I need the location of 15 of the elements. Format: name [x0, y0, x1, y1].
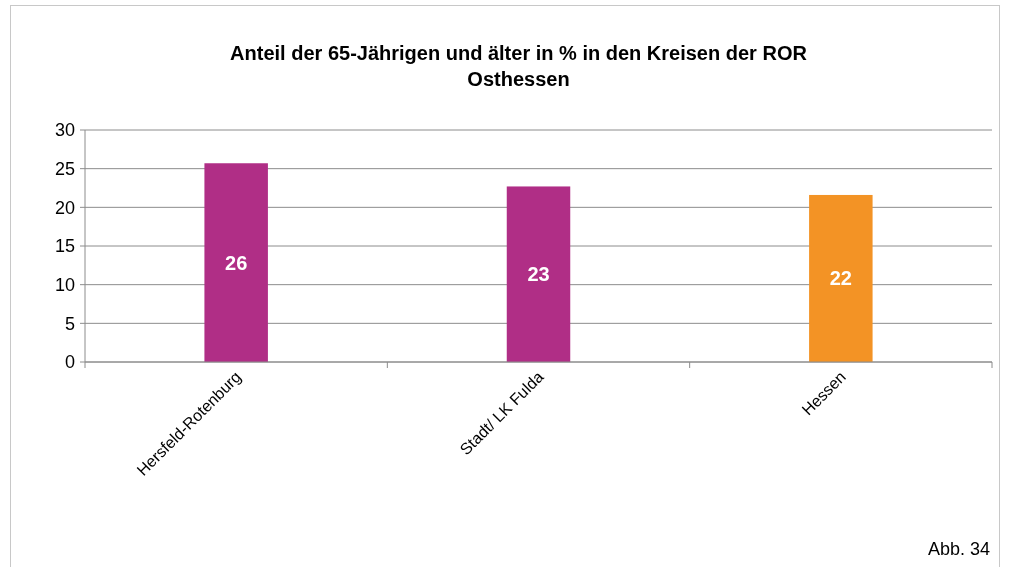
data-label: 23 [527, 263, 550, 286]
y-tick-label: 20 [54, 197, 75, 218]
y-tick-label: 5 [64, 313, 75, 334]
data-label: 22 [829, 267, 852, 290]
y-tick-label: 30 [54, 120, 75, 141]
caption: Abb. 34 [927, 539, 990, 559]
y-tick-label: 25 [54, 158, 75, 179]
y-tick-label: 10 [54, 274, 75, 295]
chart-title: Anteil der 65-Jährigen und älter in % in den Kreisen der ROR Osthessen [230, 42, 808, 90]
y-tick-label: 0 [64, 352, 75, 373]
bar [809, 194, 873, 362]
bar [204, 163, 268, 362]
data-label: 26 [225, 251, 248, 274]
bar [506, 186, 571, 362]
y-tick-label: 15 [54, 236, 75, 257]
